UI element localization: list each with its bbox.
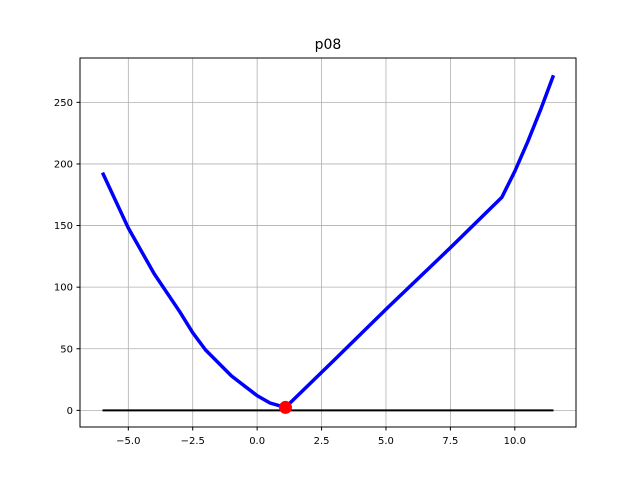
chart-title: p08: [315, 37, 342, 53]
plot-frame: [79, 57, 577, 428]
x-tick-label: −2.5: [181, 436, 205, 447]
x-tick-label: 10.0: [504, 436, 526, 447]
y-tick-label: 150: [54, 221, 73, 232]
y-tick-label: 200: [54, 159, 73, 170]
x-tick-label: −5.0: [116, 436, 140, 447]
y-tick-label: 50: [60, 344, 73, 355]
y-tick-label: 100: [54, 283, 73, 294]
x-tick-label: 0.0: [249, 436, 265, 447]
grid: [80, 58, 576, 427]
series-layer: [100, 74, 556, 414]
y-tick-label: 250: [54, 98, 73, 109]
x-tick-label: 7.5: [442, 436, 458, 447]
minimum-marker: [278, 400, 292, 414]
ticks: −5.0 −2.5 0.0 2.5 5.0 7.5 10.0 0 50 100 150 200 250: [54, 98, 526, 447]
series-line-curve: [100, 74, 556, 410]
x-tick-label: 5.0: [378, 436, 394, 447]
y-tick-label: 0: [67, 406, 73, 417]
x-tick-label: 2.5: [314, 436, 330, 447]
